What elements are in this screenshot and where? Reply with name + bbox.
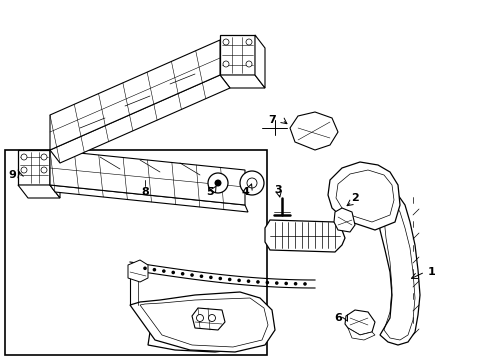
Polygon shape [348, 328, 375, 340]
Circle shape [284, 282, 288, 285]
Circle shape [256, 280, 260, 284]
Circle shape [266, 281, 269, 284]
Polygon shape [334, 208, 355, 232]
Circle shape [152, 268, 156, 271]
Circle shape [215, 180, 221, 186]
Bar [5, 150, 267, 355]
Polygon shape [50, 150, 245, 205]
Text: 8: 8 [141, 187, 149, 197]
Circle shape [247, 178, 257, 188]
Polygon shape [148, 308, 268, 352]
Polygon shape [18, 150, 50, 185]
Circle shape [209, 276, 213, 279]
Polygon shape [265, 220, 345, 252]
Circle shape [219, 277, 222, 280]
Text: 1: 1 [428, 267, 436, 277]
Polygon shape [220, 35, 255, 75]
Polygon shape [50, 185, 248, 212]
Circle shape [246, 39, 252, 45]
Circle shape [21, 167, 27, 173]
Polygon shape [378, 192, 420, 345]
Circle shape [41, 167, 47, 173]
Circle shape [196, 315, 203, 321]
Circle shape [223, 39, 229, 45]
Circle shape [275, 281, 278, 285]
Circle shape [41, 154, 47, 160]
Circle shape [303, 282, 307, 286]
Polygon shape [290, 112, 338, 150]
Circle shape [246, 61, 252, 67]
Text: 7: 7 [268, 115, 276, 125]
Polygon shape [220, 75, 265, 88]
Polygon shape [50, 40, 220, 150]
Text: 9: 9 [8, 170, 16, 180]
Circle shape [199, 274, 203, 278]
Polygon shape [50, 75, 230, 163]
Polygon shape [255, 35, 265, 88]
Polygon shape [128, 260, 148, 282]
Polygon shape [18, 185, 60, 198]
Circle shape [172, 271, 175, 274]
Circle shape [228, 278, 231, 281]
Polygon shape [328, 162, 400, 230]
Circle shape [143, 266, 147, 270]
Polygon shape [345, 310, 375, 335]
Text: 2: 2 [351, 193, 359, 203]
Circle shape [21, 154, 27, 160]
Circle shape [208, 173, 228, 193]
Text: 3: 3 [274, 185, 282, 195]
Circle shape [294, 282, 297, 285]
Polygon shape [50, 150, 60, 198]
Circle shape [181, 272, 184, 275]
Polygon shape [130, 292, 275, 352]
Polygon shape [192, 308, 225, 330]
Circle shape [190, 273, 194, 277]
Circle shape [247, 279, 250, 283]
Text: 5: 5 [206, 187, 214, 197]
Text: 6: 6 [334, 313, 342, 323]
Circle shape [237, 279, 241, 282]
Circle shape [223, 61, 229, 67]
Circle shape [209, 315, 216, 321]
Text: 4: 4 [241, 187, 249, 197]
Circle shape [162, 269, 166, 273]
Circle shape [240, 171, 264, 195]
